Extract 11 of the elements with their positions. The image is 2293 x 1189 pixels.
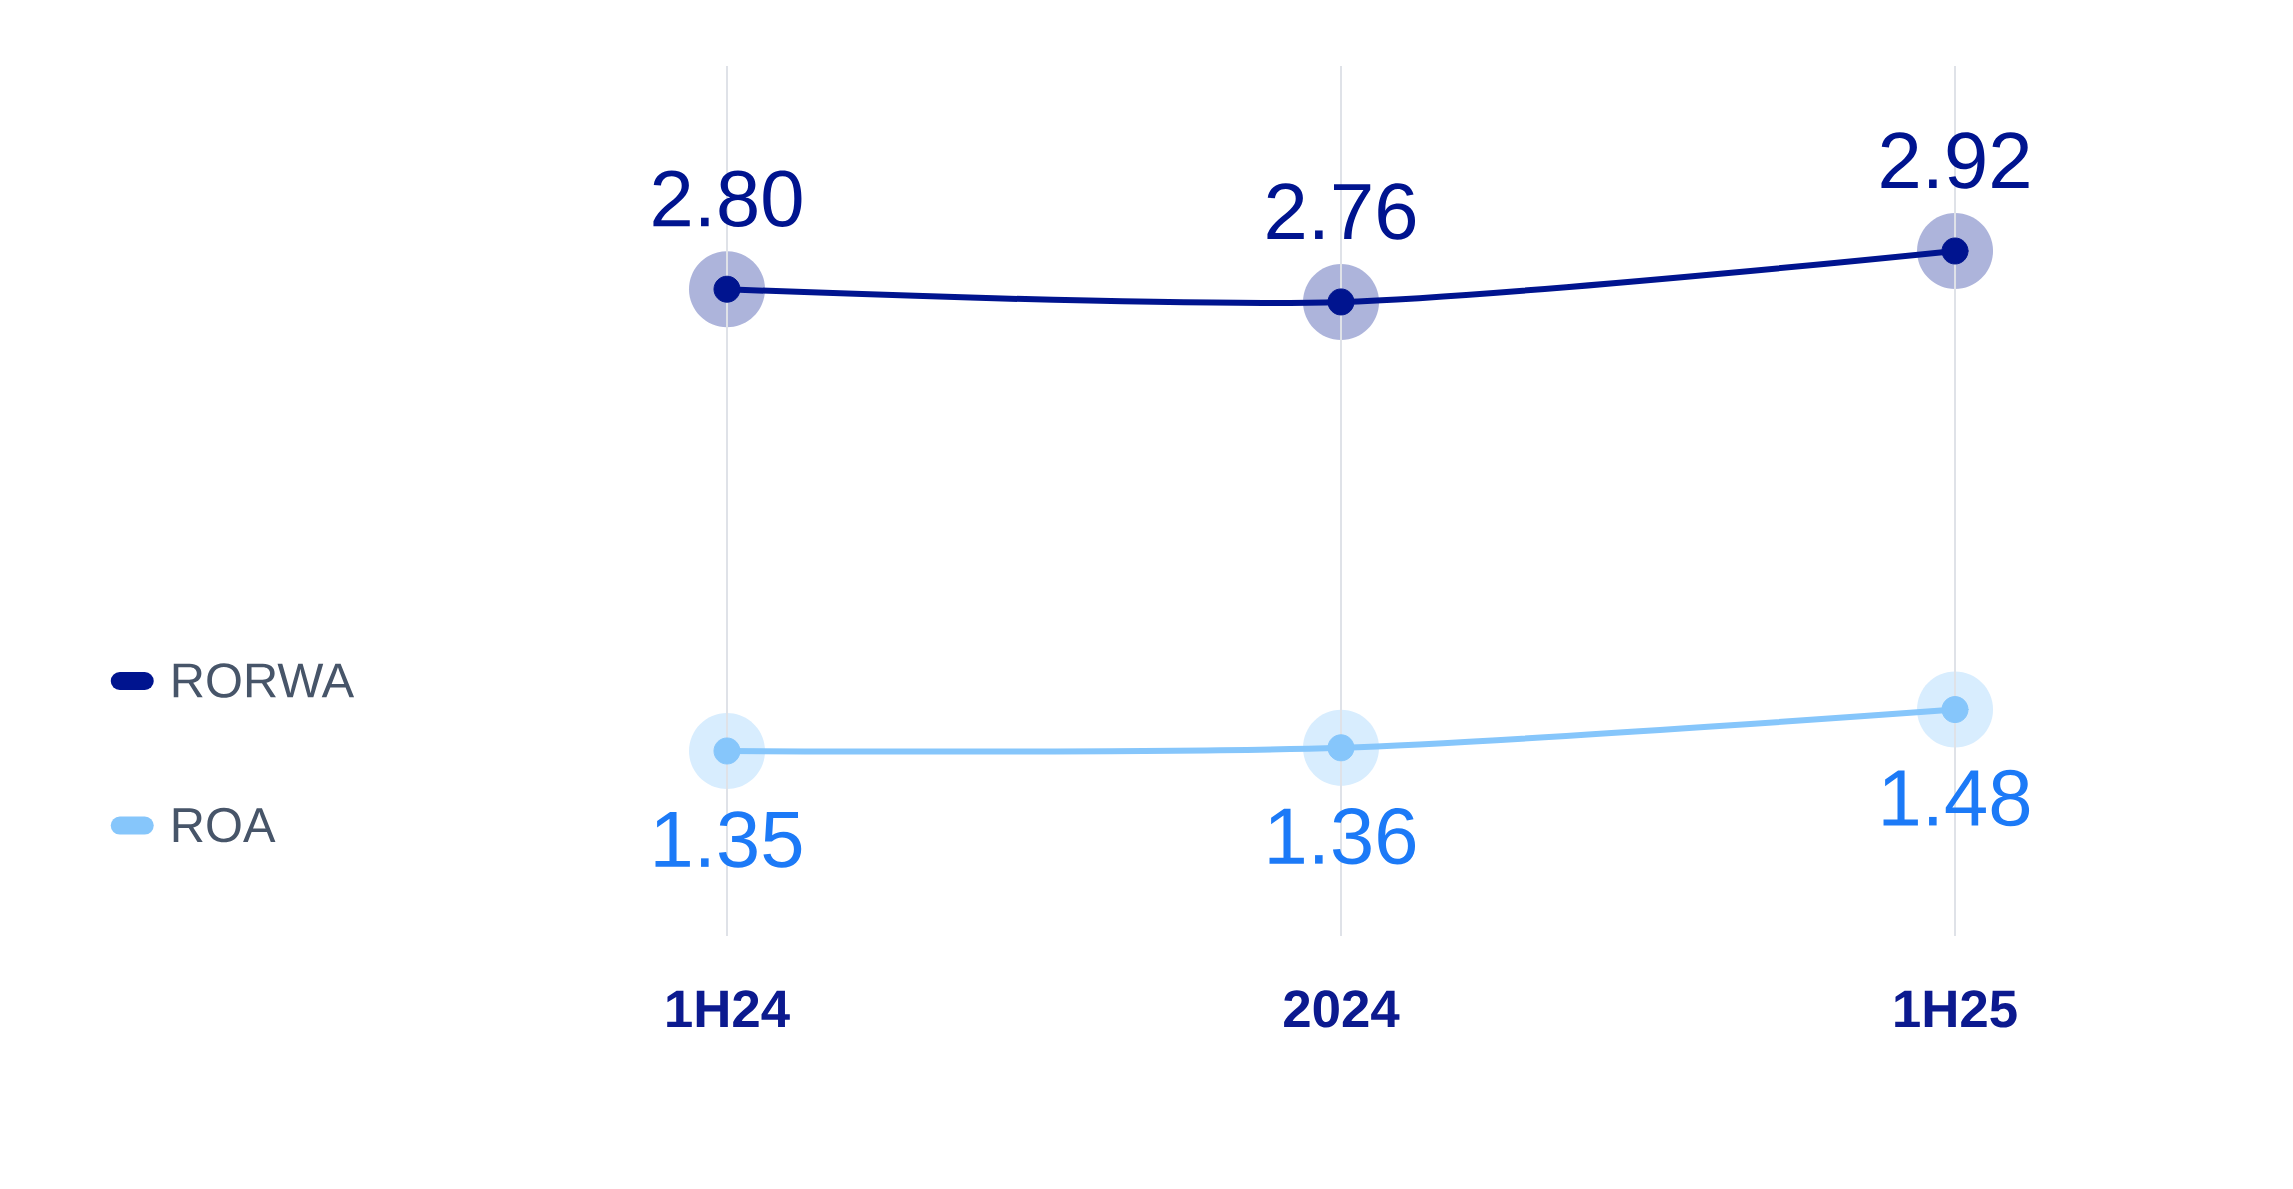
- legend-label: RORWA: [173, 663, 355, 698]
- x-tick-label: 1H25: [1895, 990, 2017, 1028]
- x-tick-label: 1H24: [667, 990, 790, 1028]
- data-label: 1.35: [655, 811, 802, 868]
- x-tick-label: 2024: [1284, 990, 1400, 1028]
- data-label: 2.80: [653, 170, 802, 228]
- data-label: 2.76: [1267, 183, 1416, 240]
- data-label: 1.48: [1883, 769, 2030, 827]
- data-label: 1.36: [1269, 808, 1416, 865]
- data-label: 2.92: [1881, 132, 2029, 189]
- legend-label: ROA: [173, 807, 276, 843]
